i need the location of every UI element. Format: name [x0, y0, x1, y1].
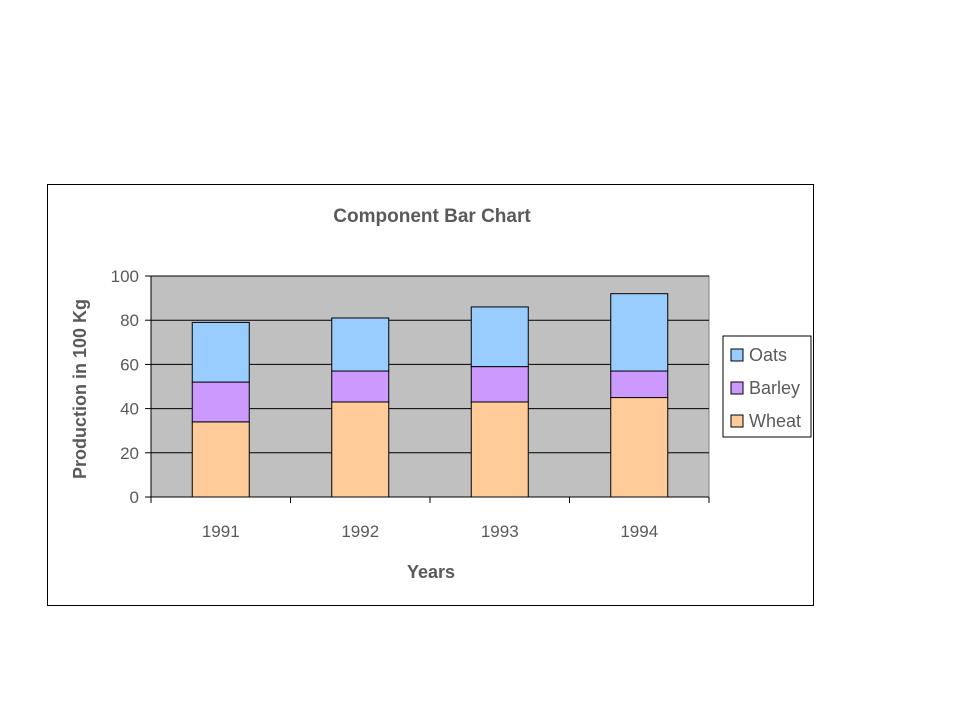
bar-oats-1992 — [331, 317, 390, 372]
y-tick-label: 0 — [130, 488, 139, 507]
chart-svg: Component Bar Chart 0 20 40 60 80 100 1991 1992… — [70, 206, 812, 582]
y-tick-label: 100 — [111, 267, 139, 286]
bar-wheat-1994 — [610, 397, 669, 498]
bar-barley-1991 — [191, 381, 250, 423]
plot-area: 0 20 40 60 80 100 1991 1992 1993 1994 — [111, 267, 710, 541]
legend-label-oats: Oats — [749, 345, 787, 365]
bar-oats-1993 — [470, 306, 529, 368]
y-tick-label: 80 — [120, 311, 139, 330]
bar-wheat-1991 — [191, 421, 250, 498]
bar-oats-1994 — [610, 293, 669, 372]
chart-title: Component Bar Chart — [333, 206, 531, 227]
legend-swatch-wheat — [730, 414, 744, 428]
bar-barley-1992 — [331, 370, 390, 403]
legend-label-wheat: Wheat — [749, 411, 801, 431]
legend: Oats Barley Wheat — [722, 335, 812, 438]
y-tick-label: 60 — [120, 355, 139, 374]
x-tick-label: 1992 — [341, 522, 379, 541]
y-tick-label: 40 — [120, 400, 139, 419]
y-axis-title: Production in 100 Kg — [70, 299, 90, 479]
bar-oats-1991 — [191, 321, 250, 383]
legend-label-barley: Barley — [749, 378, 800, 398]
y-tick-label: 20 — [120, 444, 139, 463]
bar-barley-1994 — [610, 370, 669, 399]
legend-swatch-barley — [730, 381, 744, 395]
x-tick-label: 1994 — [620, 522, 658, 541]
chart-frame: Component Bar Chart 0 20 40 60 80 100 1991 1992… — [47, 184, 814, 606]
x-axis-title: Years — [407, 562, 455, 582]
x-tick-label: 1991 — [202, 522, 240, 541]
x-tick-label: 1993 — [481, 522, 519, 541]
bar-barley-1993 — [470, 366, 529, 403]
legend-swatch-oats — [730, 348, 744, 362]
bar-wheat-1993 — [470, 401, 529, 498]
bar-wheat-1992 — [331, 401, 390, 498]
